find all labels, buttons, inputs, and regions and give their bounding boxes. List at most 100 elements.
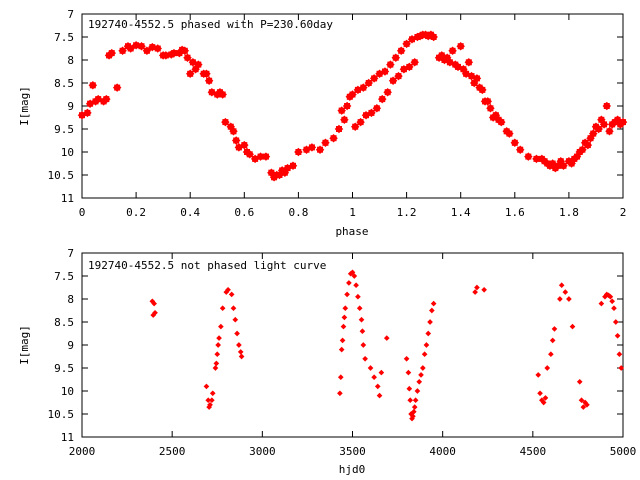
data-point bbox=[414, 388, 421, 394]
y-tick-label: 10 bbox=[61, 146, 74, 159]
y-tick-label: 9 bbox=[67, 100, 74, 113]
data-point bbox=[388, 76, 398, 85]
data-point bbox=[364, 78, 373, 88]
data-point bbox=[423, 342, 430, 348]
data-point bbox=[212, 365, 219, 371]
data-point bbox=[614, 332, 621, 339]
data-point bbox=[359, 328, 366, 335]
y-tick-label: 8.5 bbox=[54, 316, 74, 329]
data-point bbox=[403, 355, 410, 362]
data-point bbox=[321, 138, 330, 148]
data-point bbox=[576, 378, 583, 385]
data-point bbox=[478, 85, 487, 95]
data-point bbox=[83, 108, 92, 118]
axis-ticks: 2000 2500 3000 3500 4000 4500 5000 7 7.5 8 8.5 9 9.5… bbox=[48, 247, 637, 458]
x-tick-label: 2 bbox=[620, 206, 627, 219]
data-point bbox=[131, 41, 141, 50]
data-point bbox=[152, 309, 158, 316]
data-point bbox=[153, 44, 162, 53]
data-point bbox=[542, 395, 549, 401]
data-point bbox=[219, 305, 226, 312]
data-point bbox=[205, 397, 212, 404]
data-point bbox=[584, 401, 590, 408]
data-point bbox=[342, 101, 352, 111]
data-point bbox=[225, 286, 231, 293]
data-point bbox=[369, 74, 379, 83]
data-point bbox=[183, 53, 192, 62]
data-point bbox=[350, 122, 360, 131]
data-point bbox=[535, 372, 542, 378]
data-point bbox=[338, 346, 345, 353]
data-point bbox=[346, 280, 352, 286]
data-point bbox=[204, 76, 214, 85]
data-point bbox=[107, 48, 116, 58]
data-point bbox=[202, 69, 211, 79]
data-point bbox=[358, 316, 365, 323]
data-point bbox=[355, 293, 361, 300]
y-tick-label: 10.5 bbox=[48, 408, 75, 421]
data-point bbox=[376, 392, 383, 399]
plot-frame bbox=[81, 252, 624, 438]
data-point bbox=[367, 108, 376, 118]
y-axis-label: I[mag] bbox=[18, 325, 31, 365]
data-point bbox=[418, 372, 424, 378]
x-tick-label: 1.6 bbox=[505, 206, 525, 219]
data-point bbox=[537, 390, 543, 397]
data-point bbox=[378, 369, 385, 376]
data-point bbox=[112, 83, 122, 92]
chart-title: 192740-4552.5 phased with P=230.60day bbox=[88, 18, 333, 31]
data-point bbox=[151, 300, 157, 307]
y-tick-label: 7 bbox=[67, 8, 74, 21]
data-point bbox=[238, 353, 245, 360]
data-point bbox=[334, 124, 344, 134]
data-point bbox=[429, 307, 435, 314]
data-point bbox=[362, 355, 368, 362]
x-tick-label: 2000 bbox=[69, 445, 96, 458]
data-point bbox=[142, 46, 152, 56]
data-point bbox=[261, 152, 271, 161]
axis-ticks: 0 0.2 0.4 0.6 0.8 1 1.2 1.4 1.6 1.8 2 7 7.5 8 8.5 9 9.5 1… bbox=[48, 8, 627, 219]
data-point bbox=[213, 360, 220, 367]
data-point bbox=[169, 48, 179, 58]
x-axis-label: phase bbox=[335, 225, 368, 238]
data-point bbox=[420, 365, 426, 371]
data-point bbox=[412, 397, 419, 404]
data-point bbox=[339, 337, 346, 344]
data-point bbox=[180, 46, 190, 56]
x-tick-label: 0.6 bbox=[234, 206, 254, 219]
data-point bbox=[340, 323, 347, 330]
y-tick-label: 9.5 bbox=[54, 362, 74, 375]
y-tick-label: 9 bbox=[67, 339, 74, 352]
data-point bbox=[288, 161, 298, 171]
x-tick-label: 1 bbox=[349, 206, 356, 219]
data-point bbox=[215, 342, 221, 348]
data-point bbox=[344, 291, 350, 298]
data-point bbox=[374, 383, 381, 390]
data-point bbox=[209, 397, 215, 404]
data-point bbox=[367, 365, 374, 371]
data-points bbox=[77, 30, 628, 182]
data-point bbox=[342, 305, 349, 312]
data-point bbox=[540, 399, 547, 406]
data-point bbox=[356, 305, 363, 312]
data-point bbox=[337, 106, 346, 115]
data-point bbox=[427, 319, 433, 325]
data-point bbox=[410, 408, 417, 415]
y-tick-label: 11 bbox=[61, 192, 74, 205]
data-point bbox=[483, 97, 492, 106]
data-point bbox=[406, 385, 413, 392]
x-tick-label: 2500 bbox=[159, 445, 186, 458]
data-point bbox=[448, 46, 457, 56]
data-point bbox=[386, 60, 395, 69]
data-point bbox=[378, 94, 387, 104]
x-tick-label: 1.8 bbox=[559, 206, 579, 219]
y-tick-label: 7 bbox=[67, 247, 74, 260]
data-point bbox=[230, 305, 237, 312]
data-point bbox=[341, 314, 348, 321]
x-tick-label: 5000 bbox=[610, 445, 637, 458]
data-point bbox=[372, 104, 382, 113]
x-tick-label: 0.2 bbox=[126, 206, 146, 219]
data-point bbox=[161, 51, 171, 60]
y-tick-label: 7.5 bbox=[54, 31, 74, 44]
data-point bbox=[472, 289, 478, 295]
